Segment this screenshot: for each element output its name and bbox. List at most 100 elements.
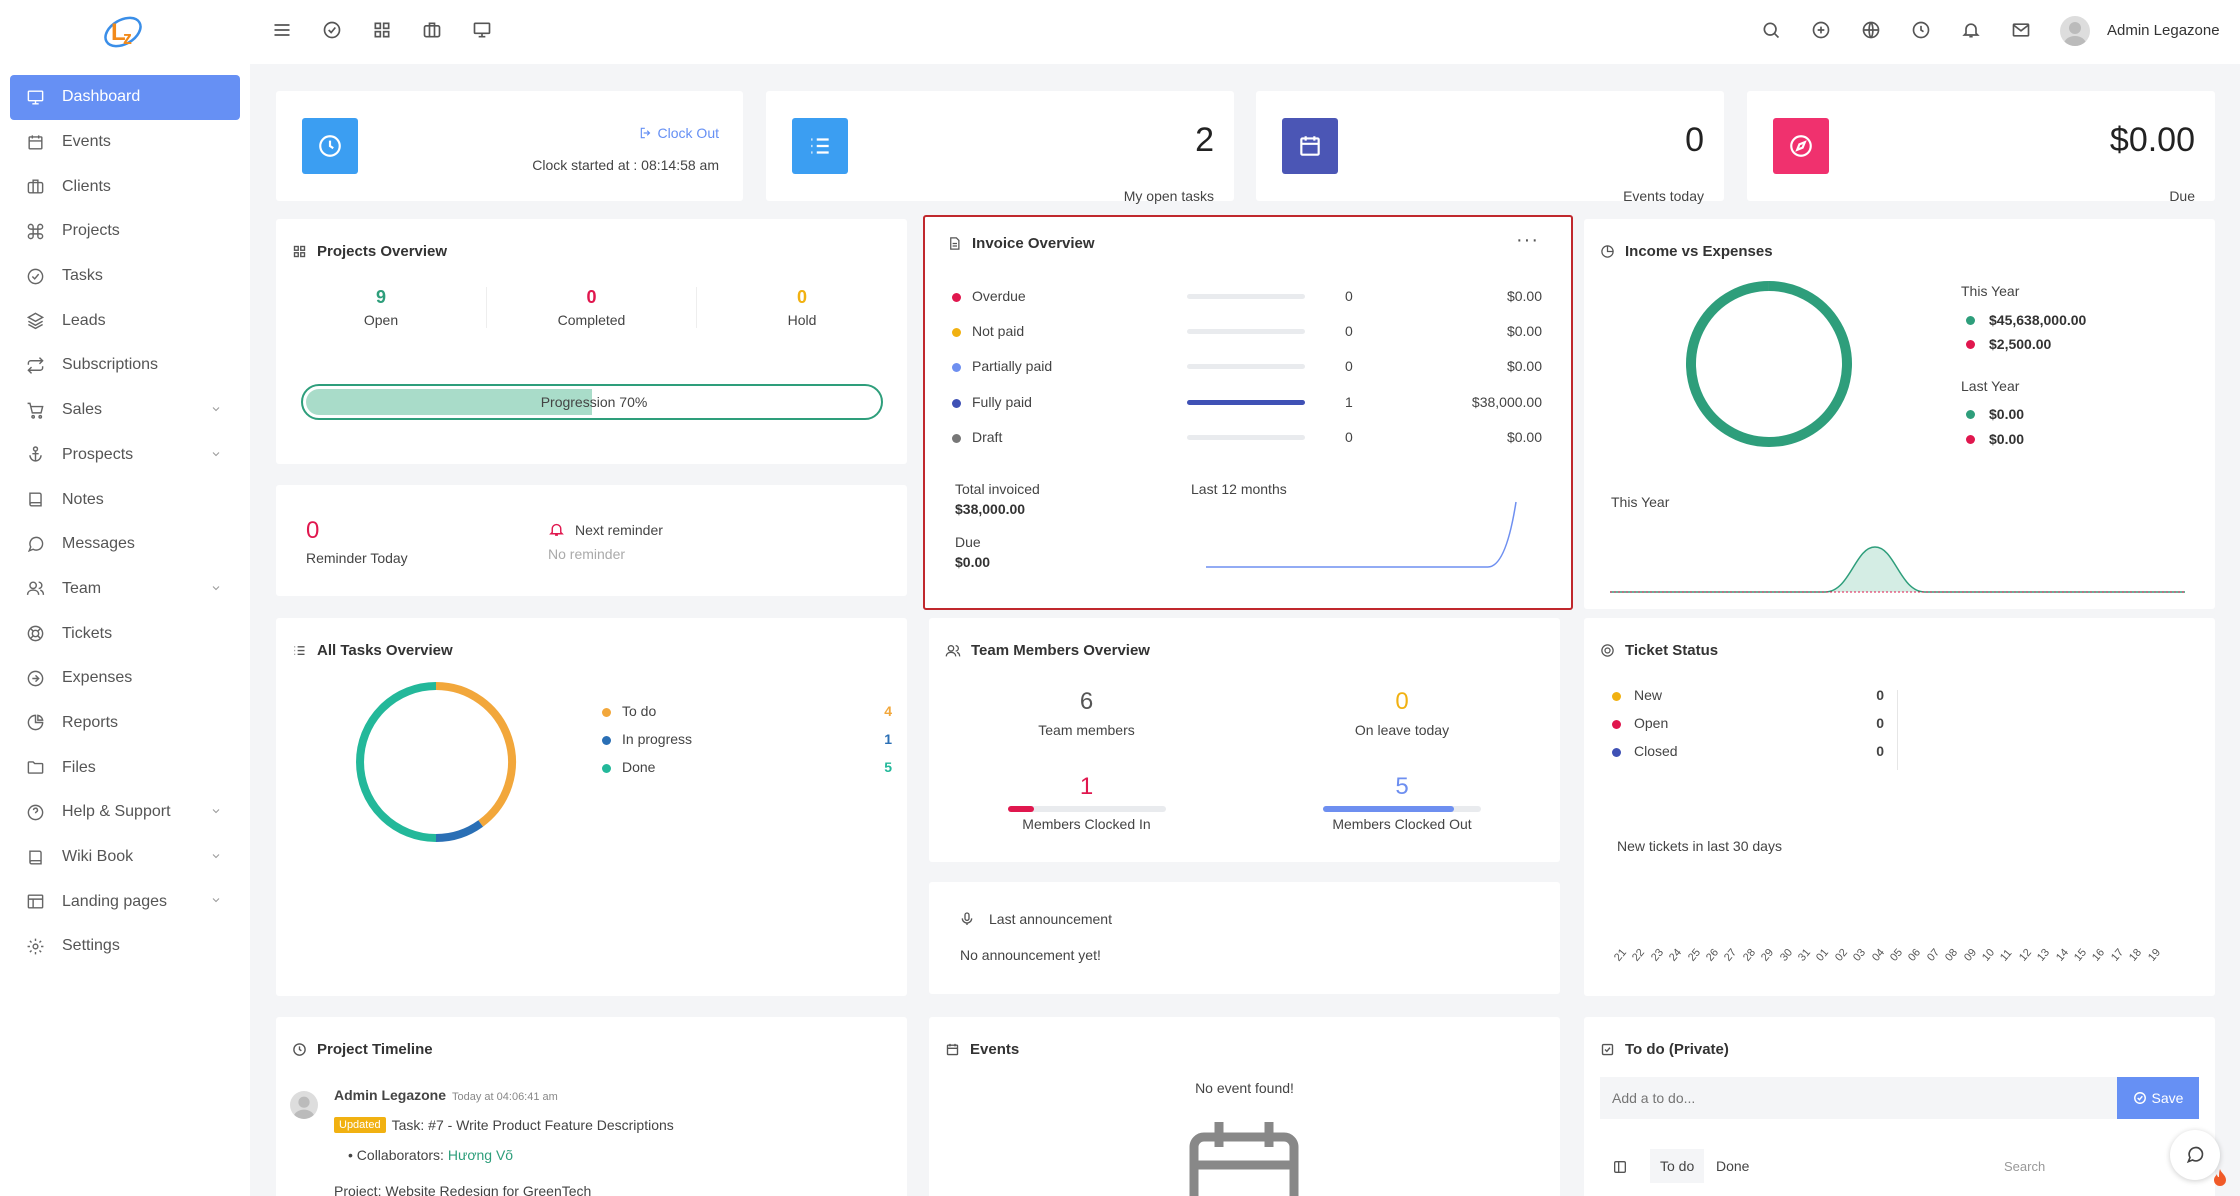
sidebar-item-settings[interactable]: Settings xyxy=(10,924,240,969)
invoice-due-label: Due xyxy=(955,534,981,550)
chat-button[interactable] xyxy=(2170,1130,2220,1180)
status-dot xyxy=(952,363,961,373)
tab-todo[interactable]: To do xyxy=(1650,1149,1705,1183)
invoice-title: Invoice Overview xyxy=(972,235,1095,252)
progress-fill xyxy=(306,389,592,415)
sidebar-item-clients[interactable]: Clients xyxy=(10,164,240,209)
todo-search[interactable]: Search xyxy=(2004,1159,2046,1174)
tasks-slice xyxy=(435,682,516,827)
open-tasks-widget[interactable]: 2 My open tasks xyxy=(766,91,1234,204)
arrow-circle-icon xyxy=(24,669,46,688)
layout-toggle-icon[interactable] xyxy=(1612,1159,1628,1175)
sidebar-item-tickets[interactable]: Tickets xyxy=(10,611,240,656)
invoice-row[interactable]: Not paid 0 $0.00 xyxy=(925,322,1575,342)
avatar[interactable] xyxy=(290,1091,318,1119)
team-members-stat[interactable]: 6 Team members xyxy=(1038,688,1135,738)
timeline-task[interactable]: Task: #7 - Write Product Feature Descrip… xyxy=(391,1117,674,1133)
user-name[interactable]: Admin Legazone xyxy=(2107,22,2220,39)
users-icon xyxy=(945,643,961,659)
save-button[interactable]: Save xyxy=(2117,1077,2199,1119)
tab-done[interactable]: Done xyxy=(1716,1158,1750,1174)
invoice-row[interactable]: Overdue 0 $0.00 xyxy=(925,287,1575,307)
this-year-expense: $2,500.00 xyxy=(1966,336,2051,352)
clock-out-link[interactable]: Clock Out xyxy=(639,125,719,141)
mail-icon[interactable] xyxy=(2011,20,2031,40)
sidebar-item-projects[interactable]: Projects xyxy=(10,209,240,254)
briefcase-icon[interactable] xyxy=(422,20,442,40)
tick-label: 16 xyxy=(2090,946,2108,964)
compass-icon xyxy=(1773,118,1829,174)
tick-label: 23 xyxy=(1648,946,1666,964)
clocked-in-stat[interactable]: 1 Members Clocked In xyxy=(929,773,1244,832)
clocked-out-stat[interactable]: 5 Members Clocked Out xyxy=(1244,773,1560,832)
sidebar-item-landing-pages[interactable]: Landing pages xyxy=(10,879,240,924)
sidebar-item-dashboard[interactable]: Dashboard xyxy=(10,75,240,120)
invoice-line-series xyxy=(1206,501,1517,568)
timeline-entry: Updated Task: #7 - Write Product Feature … xyxy=(334,1117,674,1133)
sidebar-item-sales[interactable]: Sales xyxy=(10,388,240,433)
clock-widget: Clock Out Clock started at : 08:14:58 am xyxy=(276,91,743,201)
tick-label: 14 xyxy=(2053,946,2071,964)
income-slice xyxy=(1686,281,1852,447)
chevron-down-icon xyxy=(210,894,222,906)
task-legend-item[interactable]: Done 5 xyxy=(602,759,892,779)
sidebar-item-wiki-book[interactable]: Wiki Book xyxy=(10,835,240,880)
bell-icon[interactable] xyxy=(1961,20,1981,40)
sidebar-item-expenses[interactable]: Expenses xyxy=(10,656,240,701)
task-legend-item[interactable]: In progress 1 xyxy=(602,731,892,751)
announcement-card: Last announcement No announcement yet! xyxy=(929,882,1560,994)
sidebar-item-label: Subscriptions xyxy=(62,356,159,374)
timeline-project: Project: Website Redesign for GreenTech xyxy=(334,1183,592,1196)
projects-open[interactable]: 9 Open xyxy=(363,287,399,328)
sidebar-item-leads[interactable]: Leads xyxy=(10,298,240,343)
timeline-user[interactable]: Admin Legazone xyxy=(334,1087,447,1103)
sidebar-item-subscriptions[interactable]: Subscriptions xyxy=(10,343,240,388)
more-options-icon[interactable]: ··· xyxy=(1516,229,1539,251)
tick-label: 15 xyxy=(2072,946,2090,964)
collaborator-link[interactable]: Hương Võ xyxy=(447,1147,514,1163)
ticket-legend-item[interactable]: Open 0 xyxy=(1612,715,1884,735)
task-legend-item[interactable]: To do 4 xyxy=(602,703,892,723)
menu-icon[interactable] xyxy=(272,20,292,40)
grid-icon[interactable] xyxy=(372,20,392,40)
sidebar-item-prospects[interactable]: Prospects xyxy=(10,433,240,478)
sidebar-item-notes[interactable]: Notes xyxy=(10,477,240,522)
check-circle-icon[interactable] xyxy=(322,20,342,40)
gear-icon xyxy=(24,937,46,956)
ticket-legend-item[interactable]: Closed 0 xyxy=(1612,743,1884,763)
projects-completed[interactable]: 0 Completed xyxy=(486,287,697,328)
on-leave-stat[interactable]: 0 On leave today xyxy=(1354,688,1450,738)
sidebar-item-reports[interactable]: Reports xyxy=(10,701,240,746)
sidebar-item-files[interactable]: Files xyxy=(10,745,240,790)
sidebar-item-tasks[interactable]: Tasks xyxy=(10,254,240,299)
sidebar-item-label: Projects xyxy=(62,222,120,240)
next-reminder[interactable]: Next reminder xyxy=(548,521,663,538)
invoice-line-chart xyxy=(1206,501,1517,568)
sidebar-item-team[interactable]: Team xyxy=(10,567,240,612)
avatar[interactable] xyxy=(2060,16,2090,46)
expense-dot xyxy=(1966,434,1975,444)
add-icon[interactable] xyxy=(1811,20,1831,40)
monitor-icon[interactable] xyxy=(472,20,492,40)
tick-label: 03 xyxy=(1851,946,1869,964)
sidebar-item-events[interactable]: Events xyxy=(10,120,240,165)
search-icon[interactable] xyxy=(1761,20,1781,40)
sidebar-nav: Dashboard Events Clients Projects Tasks Leads… xyxy=(10,75,240,969)
ticket-legend-item[interactable]: New 0 xyxy=(1612,687,1884,707)
invoice-row[interactable]: Fully paid 1 $38,000.00 xyxy=(925,393,1575,413)
globe-icon[interactable] xyxy=(1861,20,1881,40)
sidebar-item-messages[interactable]: Messages xyxy=(10,522,240,567)
invoice-row[interactable]: Partially paid 0 $0.00 xyxy=(925,357,1575,377)
tick-label: 29 xyxy=(1759,946,1777,964)
invoice-row[interactable]: Draft 0 $0.00 xyxy=(925,428,1575,448)
chevron-down-icon xyxy=(210,403,222,415)
due-widget[interactable]: $0.00 Due xyxy=(1747,91,2215,204)
calendar-icon xyxy=(24,133,46,152)
todo-input[interactable] xyxy=(1600,1077,2117,1119)
sidebar-item-label: Dashboard xyxy=(62,88,141,106)
projects-hold[interactable]: 0 Hold xyxy=(787,287,817,328)
sidebar-item-help-support[interactable]: Help & Support xyxy=(10,790,240,835)
clock-icon[interactable] xyxy=(1911,20,1931,40)
events-today-widget[interactable]: 0 Events today xyxy=(1256,91,1724,204)
